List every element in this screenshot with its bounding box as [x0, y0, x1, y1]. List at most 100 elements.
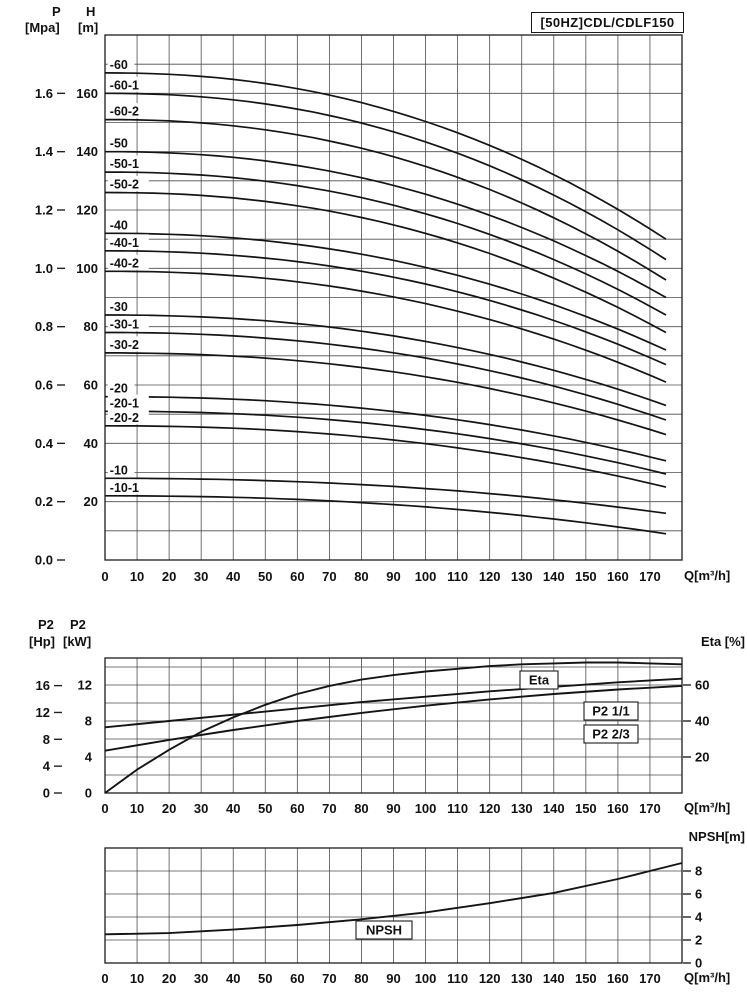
tick-label: 80 [354, 971, 368, 986]
tick-label: 2 [695, 933, 702, 948]
curve-label: -50-2 [110, 178, 139, 192]
tick-label: 70 [322, 569, 336, 584]
curve--20-1 [105, 410, 667, 475]
curve-label-bg [107, 461, 135, 477]
tick-label: 50 [258, 801, 272, 816]
curve--50 [105, 150, 667, 299]
q-unit-head: Q[m³/h] [684, 568, 731, 583]
tick-label: 50 [258, 569, 272, 584]
curve-label: -10-1 [110, 481, 139, 495]
tick-label: 50 [258, 971, 272, 986]
tick-label: 60 [290, 971, 304, 986]
curve-label: Eta [529, 673, 550, 688]
tick-label: 20 [162, 971, 176, 986]
curve-label: -10 [110, 463, 128, 477]
curve-label: -50 [110, 137, 128, 151]
tick-label: 30 [194, 569, 208, 584]
curve--10-1 [105, 494, 667, 535]
curve-label-bg [107, 254, 149, 270]
curve-label: -60-2 [110, 105, 139, 119]
tick-label: 30 [194, 971, 208, 986]
tick-label: 60 [695, 678, 709, 693]
curve--30 [105, 314, 667, 407]
tick-label: 0 [695, 956, 702, 971]
tick-label: 70 [322, 801, 336, 816]
tick-label: 120 [76, 203, 98, 218]
curve-label-bg [107, 103, 149, 119]
tick-label: 60 [290, 569, 304, 584]
curve-label: -30 [110, 300, 128, 314]
curve-label-bg [107, 316, 149, 331]
tick-label: 130 [511, 569, 533, 584]
curve--20 [105, 395, 667, 462]
tick-label: 140 [543, 569, 565, 584]
curve-label-bg [107, 76, 149, 92]
curve-label: -50-1 [110, 157, 139, 171]
q-unit-npsh: Q[m³/h] [684, 970, 731, 985]
curve-label-box [583, 724, 639, 744]
tick-label: 40 [84, 436, 98, 451]
tick-label: 0 [101, 971, 108, 986]
curve-label-bg [107, 336, 149, 352]
tick-label: 170 [639, 569, 661, 584]
curve-label: -20-2 [110, 411, 139, 425]
curve-label: -60-1 [110, 78, 139, 92]
curve-label-bg [107, 409, 149, 425]
curve-label-bg [107, 216, 135, 232]
tick-label: 120 [479, 971, 501, 986]
tick-label: 150 [575, 569, 597, 584]
tick-label: 40 [226, 971, 240, 986]
p-axis-name: P [52, 4, 61, 19]
tick-label: 90 [386, 801, 400, 816]
tick-label: 8 [85, 714, 92, 729]
tick-label: 20 [84, 494, 98, 509]
curve-label-bg [107, 135, 135, 151]
npsh-chart: 0 10 20 30 40 50 60 70 80 90 100 110 120 130 140 150 160… [101, 847, 703, 986]
tick-label: 120 [479, 801, 501, 816]
curve-eta [104, 661, 683, 794]
tick-label: 20 [162, 801, 176, 816]
curve--40 [104, 232, 667, 351]
tick-label: 140 [76, 144, 98, 159]
tick-label: 160 [76, 86, 98, 101]
tick-label: 10 [130, 569, 144, 584]
power-efficiency-chart: 0 10 20 30 40 50 60 70 80 90 100 110 120 130 140 150 160… [36, 657, 709, 816]
plot-border [104, 657, 683, 794]
hp-axis-unit: [Hp] [29, 634, 55, 649]
curve-label-bg [107, 176, 149, 191]
tick-label: 160 [607, 801, 629, 816]
curve--40-2 [105, 270, 667, 383]
tick-label: 0 [101, 801, 108, 816]
tick-label: 0.0 [35, 553, 53, 568]
curve-label: -20-1 [110, 396, 139, 410]
tick-label: 150 [575, 971, 597, 986]
eta-axis-label: Eta [%] [700, 634, 745, 649]
tick-label: 20 [162, 569, 176, 584]
curve-label-bg [107, 298, 135, 314]
tick-label: 80 [354, 569, 368, 584]
curve--60 [104, 72, 667, 240]
tick-label: 90 [386, 569, 400, 584]
chart-title: [50HZ]CDL/CDLF150 [531, 12, 684, 33]
tick-label: 1.0 [35, 261, 53, 276]
tick-label: 10 [130, 801, 144, 816]
plot-border [104, 847, 683, 964]
curve-label: P2 2/3 [592, 727, 630, 742]
curve--60-2 [105, 118, 667, 281]
tick-label: 40 [226, 801, 240, 816]
curve-label: -60 [110, 58, 128, 72]
curve-label: -30-2 [110, 338, 139, 352]
npsh-axis-label: NPSH[m] [688, 829, 745, 844]
tick-label: 16 [36, 678, 50, 693]
tick-label: 130 [511, 971, 533, 986]
curve--10 [105, 477, 667, 515]
curve-label-bg [107, 479, 149, 495]
curve--50-1 [105, 171, 667, 316]
h-axis-name: H [86, 4, 96, 19]
tick-label: 80 [84, 319, 98, 334]
tick-label: 30 [194, 801, 208, 816]
tick-label: 1.6 [35, 86, 53, 101]
tick-label: 120 [479, 569, 501, 584]
